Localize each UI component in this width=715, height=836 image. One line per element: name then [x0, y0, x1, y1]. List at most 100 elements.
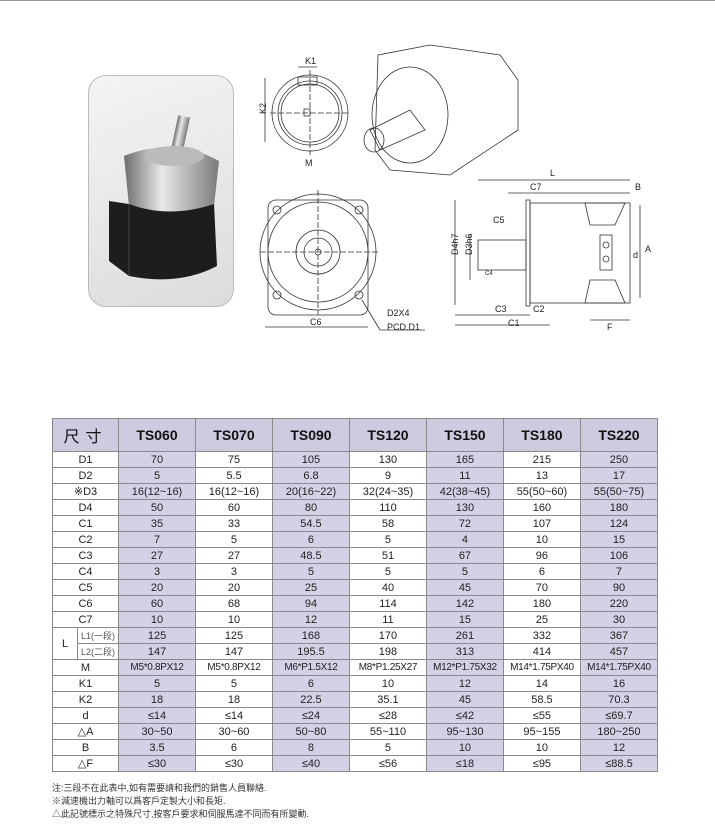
note-2: ※減速機出力軸可以爲客戶定製大小和長矩. — [52, 796, 226, 806]
table-row: B 3.5 6 8 5 10 10 12 — [51, 739, 659, 756]
row-label: C1 — [51, 515, 120, 532]
table-cell: 32(24~35) — [348, 483, 427, 500]
header-label: 尺寸 — [51, 418, 120, 452]
table-cell: 40 — [348, 579, 427, 596]
table-cell: 7 — [118, 531, 196, 548]
table-cell: 106 — [579, 547, 659, 564]
table-cell: M6*P1.5X12 — [271, 659, 350, 676]
table-cell: 12 — [579, 739, 659, 756]
row-label: K2 — [51, 691, 120, 708]
column-header-ts220: TS220 — [579, 418, 659, 452]
table-cell: 5 — [348, 563, 427, 580]
table-cell: 5 — [425, 563, 504, 580]
table-cell: 198 — [348, 643, 427, 660]
row-label: C4 — [51, 563, 120, 580]
table-row: d ≤14 ≤14 ≤24 ≤28 ≤42 ≤55 ≤69.7 — [51, 707, 659, 724]
row-sublabel: L2(二段) — [76, 643, 120, 660]
table-cell: 4 — [425, 531, 504, 548]
table-cell: M8*P1.25X27 — [348, 659, 427, 676]
row-label: K1 — [51, 675, 120, 692]
table-cell: 51 — [348, 547, 427, 564]
table-cell: 12 — [425, 675, 504, 692]
table-cell: 6.8 — [271, 467, 350, 484]
table-header-row: 尺寸 TS060 TS070 TS090 TS120 TS150 TS180 TS220 — [51, 418, 659, 452]
table-cell: 27 — [195, 547, 273, 564]
table-cell: 55~110 — [348, 723, 427, 740]
table-cell: 165 — [425, 451, 504, 468]
table-cell: 94 — [271, 595, 350, 612]
table-cell: 215 — [502, 451, 581, 468]
table-cell: 15 — [425, 611, 504, 628]
column-header-ts150: TS150 — [425, 418, 504, 452]
table-cell: 6 — [271, 531, 350, 548]
table-cell: 95~130 — [425, 723, 504, 740]
table-cell: 30~60 — [195, 723, 273, 740]
table-cell: 70.3 — [579, 691, 659, 708]
table-cell: 60 — [118, 595, 196, 612]
table-row: D2 5 5.5 6.8 9 11 13 17 — [51, 467, 659, 484]
table-cell: 125 — [118, 627, 196, 644]
table-cell: 30 — [579, 611, 659, 628]
row-label: ※D3 — [51, 483, 120, 500]
row-sublabel: L1(一段) — [76, 627, 120, 644]
row-label: D2 — [51, 467, 120, 484]
label-c7: C7 — [530, 182, 542, 192]
table-cell: 457 — [579, 643, 659, 660]
table-cell: ≤28 — [348, 707, 427, 724]
label-pcd: PCD.D1 — [387, 322, 420, 332]
label-l: L — [550, 168, 555, 178]
table-cell: 220 — [579, 595, 659, 612]
table-row: K1 5 5 6 10 12 14 16 — [51, 675, 659, 692]
table-cell: ≤88.5 — [579, 755, 659, 772]
row-label: △F — [51, 755, 120, 772]
table-cell: ≤69.7 — [579, 707, 659, 724]
table-cell: 3 — [195, 563, 273, 580]
table-cell: 261 — [425, 627, 504, 644]
note-3: △此記號標示之特殊尺寸,按客戶要求和伺服馬達不同而有所變動. — [52, 809, 310, 819]
table-cell: ≤30 — [118, 755, 196, 772]
table-cell: 180 — [502, 595, 581, 612]
table-cell: 11 — [348, 611, 427, 628]
table-cell: 35 — [118, 515, 196, 532]
table-row: C2 7 5 6 5 4 10 15 — [51, 531, 659, 548]
table-row: ※D3 16(12~16) 16(12~16) 20(16~22) 32(24~35) 4… — [51, 483, 659, 500]
row-label: D4 — [51, 499, 120, 516]
table-cell: 6 — [271, 675, 350, 692]
table-cell: 33 — [195, 515, 273, 532]
row-label: L — [52, 627, 78, 660]
table-cell: 27 — [118, 547, 196, 564]
table-cell: 10 — [195, 611, 273, 628]
table-cell: ≤30 — [195, 755, 273, 772]
table-cell: M5*0.8PX12 — [195, 659, 273, 676]
table-cell: 130 — [425, 499, 504, 516]
table-cell: 130 — [348, 451, 427, 468]
table-cell: 58 — [348, 515, 427, 532]
table-row: C5 20 20 25 40 45 70 90 — [51, 579, 659, 596]
label-c4: C4 — [485, 271, 493, 277]
table-cell: 50 — [118, 499, 196, 516]
label-c5: C5 — [493, 215, 505, 225]
table-cell: 9 — [348, 467, 427, 484]
table-cell: 114 — [348, 595, 427, 612]
table-cell: 95~155 — [502, 723, 581, 740]
table-cell: 55(50~60) — [502, 483, 581, 500]
table-cell: 54.5 — [271, 515, 350, 532]
column-header-ts180: TS180 — [502, 418, 581, 452]
table-cell: 10 — [502, 739, 581, 756]
table-cell: 105 — [271, 451, 350, 468]
table-cell: 67 — [425, 547, 504, 564]
table-cell: ≤24 — [271, 707, 350, 724]
row-label: C3 — [51, 547, 120, 564]
table-cell: 50~80 — [271, 723, 350, 740]
table-cell: 15 — [579, 531, 659, 548]
table-cell: 313 — [425, 643, 504, 660]
table-cell: M5*0.8PX12 — [118, 659, 196, 676]
row-label: B — [51, 739, 120, 756]
label-f: F — [607, 322, 613, 332]
table-cell: 414 — [502, 643, 581, 660]
table-cell: 45 — [425, 691, 504, 708]
label-c3: C3 — [495, 304, 507, 314]
row-label: C7 — [51, 611, 120, 628]
table-cell: 8 — [271, 739, 350, 756]
